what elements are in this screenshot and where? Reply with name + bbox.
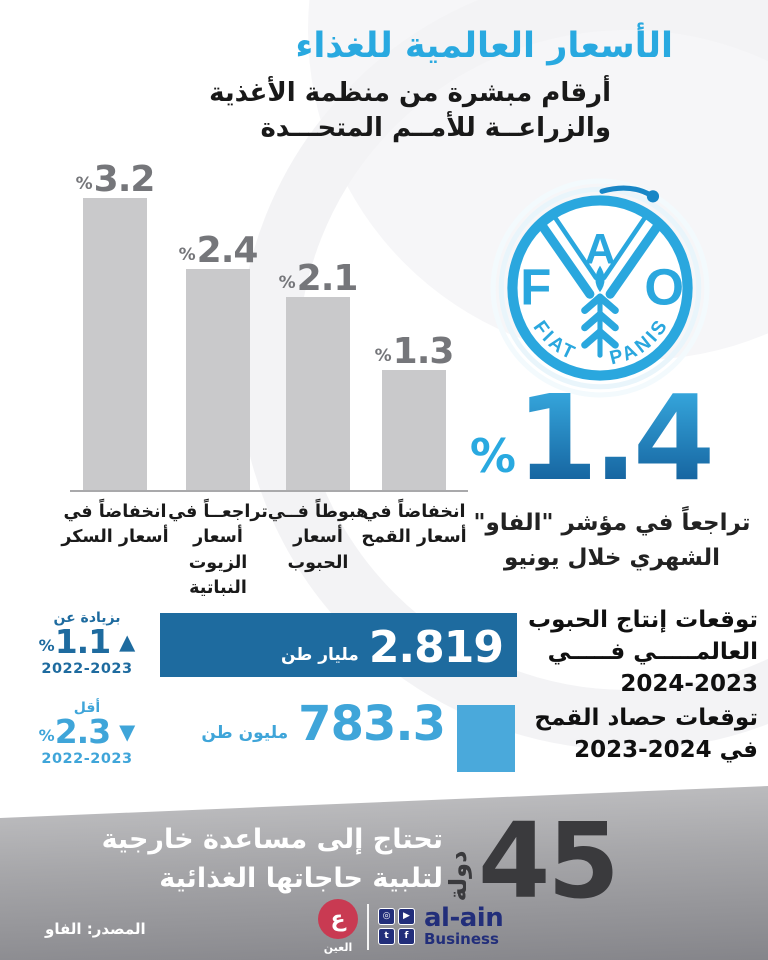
bar [382, 370, 446, 490]
percent-sign: % [469, 428, 517, 483]
youtube-icon: ▶ [398, 908, 415, 925]
alain-arabic-wordmark: العين [323, 941, 353, 954]
bar-chart: % 3.2 انخفاضاً في أسعار السكر % 2.4 تراج… [52, 161, 470, 598]
bar-group-sugar: % 3.2 انخفاضاً في أسعار السكر [61, 161, 168, 547]
alain-logo-icon: ع [318, 899, 358, 939]
countries-count: 45 [478, 800, 620, 922]
bar [286, 297, 350, 490]
twitter-icon: t [378, 928, 395, 945]
page-subtitle: أرقام مبشرة من منظمة الأغذية والزراعــة … [73, 76, 673, 145]
index-decline-caption: تراجعاً في مؤشر "الفاو" الشهري خلال يوني… [473, 510, 751, 571]
social-icons-grid: ◎ ▶ t f [378, 908, 415, 945]
cereals-value-bar: مليار طن 2.819 [160, 613, 517, 677]
wheat-square-marker [457, 705, 515, 772]
percent-sign: % [38, 725, 55, 745]
wheat-forecast-title: توقعات حصاد القمح في 2024-2023 [534, 705, 758, 764]
wheat-change-block: أقل % 2.3 ▼ 2022-2023 [38, 700, 136, 767]
wheat-unit: مليون طن [201, 722, 289, 743]
countries-banner: 45 دولة تحتاج إلى مساعدة خارجية لتلبية ح… [0, 786, 768, 960]
bar-category-label: هبوطاً فــي أسعار الحبوب [267, 502, 369, 573]
countries-banner-text: تحتاج إلى مساعدة خارجية لتلبية حاجاتها ا… [101, 824, 443, 895]
bar [83, 198, 147, 490]
bar-value-label: % 2.4 [178, 229, 259, 271]
fao-letter-f: F [520, 258, 551, 315]
page-title: الأسعار العالمية للغذاء [295, 26, 673, 66]
instagram-icon: ◎ [378, 908, 395, 925]
fao-logo-icon: F A O FIAT PANIS [490, 178, 710, 398]
alain-brand-cluster: ع العين ◎ ▶ t f al-ain Business [318, 899, 504, 954]
brand-name: al-ain [424, 902, 504, 933]
cereals-forecast-title: توقعات إنتاج الحبوب العالمـــــي فـــــي… [528, 607, 758, 698]
header: الأسعار العالمية للغذاء أرقام مبشرة من م… [73, 26, 673, 145]
percent-sign: % [75, 174, 93, 195]
source-label: المصدر: الفاو [45, 920, 146, 938]
bar-group-vegetable-oils: % 2.4 تراجعــاً في أسعار الزيوت النباتية [168, 164, 268, 598]
bar-value-label: % 2.1 [278, 257, 359, 299]
percent-sign: % [278, 273, 296, 293]
subtitle-line-2: والزراعــة للأمــم المتحـــدة [260, 112, 611, 143]
bar-category-label: انخفاضاً في أسعار القمح [361, 502, 467, 548]
bar-group-wheat: % 1.3 انخفاضاً في أسعار القمح [361, 164, 466, 547]
fao-letter-o: O [644, 258, 684, 315]
percent-sign: % [38, 635, 55, 655]
wheat-icon [538, 215, 662, 358]
index-decline-value: 1.4 [516, 369, 715, 507]
bar-group-cereals: % 2.1 هبوطاً فــي أسعار الحبوب [268, 164, 369, 573]
bar-category-label: تراجعــاً في أسعار الزيوت النباتية [168, 502, 268, 599]
cereals-unit: مليار طن [281, 645, 359, 665]
brand-sub: Business [424, 930, 499, 949]
brand-divider [367, 903, 369, 950]
cereals-value: 2.819 [368, 622, 504, 674]
fao-index-highlight: % 1.4 [468, 369, 715, 507]
bar-value-label: % 3.2 [75, 159, 156, 200]
wheat-value-block: مليون طن 783.3 [201, 696, 446, 752]
bar [186, 269, 250, 490]
up-triangle-icon: ▲ [119, 629, 136, 654]
cereals-change-block: بزيادة عن % 1.1 ▲ 2022-2023 [38, 610, 136, 677]
bar-category-label: انخفاضاً في أسعار السكر [61, 502, 169, 548]
wheat-value: 783.3 [298, 696, 446, 752]
chart-baseline [70, 490, 468, 492]
percent-sign: % [374, 346, 392, 366]
percent-sign: % [178, 245, 196, 265]
down-triangle-icon: ▼ [119, 719, 136, 744]
bar-value-label: % 1.3 [374, 330, 455, 372]
subtitle-line-1: أرقام مبشرة من منظمة الأغذية [209, 78, 611, 109]
facebook-icon: f [398, 928, 415, 945]
